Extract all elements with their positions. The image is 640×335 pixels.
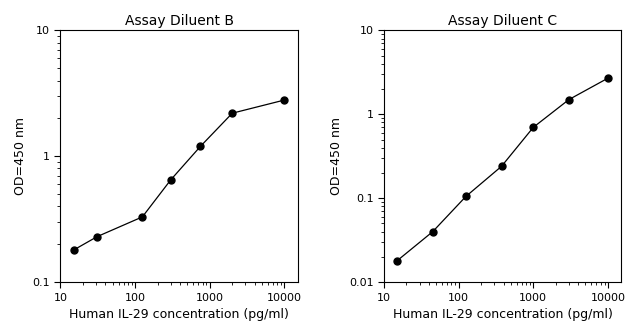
Title: Assay Diluent C: Assay Diluent C	[448, 14, 557, 28]
Y-axis label: OD=450 nm: OD=450 nm	[330, 117, 344, 195]
Title: Assay Diluent B: Assay Diluent B	[125, 14, 234, 28]
X-axis label: Human IL-29 concentration (pg/ml): Human IL-29 concentration (pg/ml)	[392, 308, 612, 321]
X-axis label: Human IL-29 concentration (pg/ml): Human IL-29 concentration (pg/ml)	[69, 308, 289, 321]
Y-axis label: OD=450 nm: OD=450 nm	[14, 117, 27, 195]
